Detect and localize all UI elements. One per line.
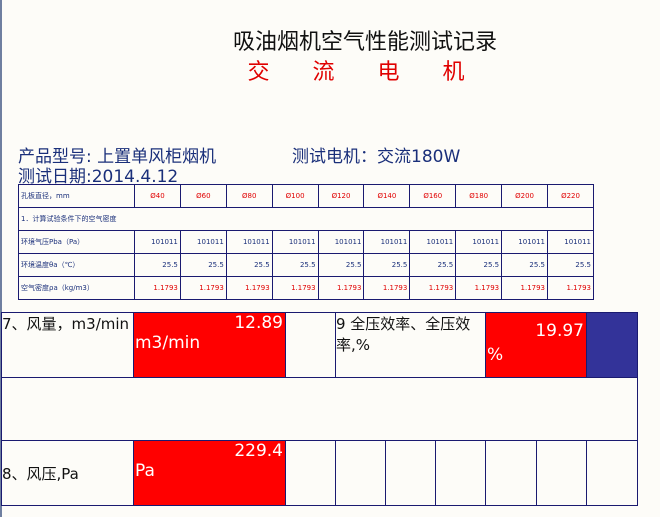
value-cell: 101011 xyxy=(271,230,319,254)
value-cell: 25.5 xyxy=(547,253,594,277)
efficiency-cell[interactable]: 19.97% xyxy=(485,312,587,378)
diameter-cell: Ø40 xyxy=(134,184,181,208)
value-cell: 1.1793 xyxy=(547,276,594,300)
spacer-row xyxy=(1,377,638,441)
airflow-cell[interactable]: 12.89 m3/min xyxy=(133,312,286,378)
left-border xyxy=(0,0,2,517)
page-title: 吸油烟机空气性能测试记录 xyxy=(232,30,497,55)
value-cell: 1.1793 xyxy=(317,276,365,300)
empty-cell xyxy=(285,440,336,506)
airflow-label: 7、风量，m3/min xyxy=(1,312,134,378)
results-table: 7、风量，m3/min 12.89 m3/min 9 全压效率、全压效率,% 19… xyxy=(1,312,638,506)
value-cell: 25.5 xyxy=(179,253,227,277)
row-label: 环境温度θa（℃） xyxy=(18,253,135,277)
pressure-label: 8、风压,Pa xyxy=(1,440,134,506)
diameter-cell: Ø180 xyxy=(455,184,503,208)
empty-cell xyxy=(385,440,436,506)
air-density-table: 孔板直径，mm Ø40 Ø60 Ø80 Ø100 Ø120 Ø140 Ø160 Ø180 Ø200… xyxy=(18,184,594,300)
value-cell: 1.1793 xyxy=(455,276,503,300)
value-cell: 1.1793 xyxy=(363,276,411,300)
diameter-cell: Ø100 xyxy=(271,184,319,208)
pressure-cell[interactable]: 229.4 Pa xyxy=(133,440,286,506)
section-label: 1．计算试验条件下的空气密度 xyxy=(18,207,594,231)
test-date: 测试日期:2014.4.12 xyxy=(18,167,179,187)
value-cell: 1.1793 xyxy=(179,276,227,300)
diameter-cell: Ø200 xyxy=(501,184,549,208)
efficiency-value: 19.97 xyxy=(535,321,584,341)
value-cell: 101011 xyxy=(317,230,365,254)
empty-cell xyxy=(536,440,587,506)
value-cell: 1.1793 xyxy=(501,276,549,300)
value-cell: 25.5 xyxy=(363,253,411,277)
diameter-cell: Ø220 xyxy=(547,184,594,208)
value-cell: 25.5 xyxy=(317,253,365,277)
value-cell: 1.1793 xyxy=(134,276,181,300)
empty-cell xyxy=(586,440,638,506)
value-cell: 101011 xyxy=(134,230,181,254)
diameter-header: 孔板直径，mm xyxy=(18,184,135,208)
accent-cell xyxy=(586,312,638,378)
efficiency-unit: % xyxy=(487,345,504,365)
test-motor: 测试电机：交流180W xyxy=(292,147,461,167)
empty-cell xyxy=(435,440,486,506)
table-row: 环境温度θa（℃） 25.5 25.5 25.5 25.5 25.5 25.5 25.5 25.… xyxy=(18,253,594,277)
diameter-cell: Ø140 xyxy=(363,184,411,208)
value-cell: 1.1793 xyxy=(225,276,273,300)
value-cell: 101011 xyxy=(363,230,411,254)
value-cell: 25.5 xyxy=(225,253,273,277)
pressure-unit: Pa xyxy=(135,461,155,481)
value-cell: 25.5 xyxy=(501,253,549,277)
table-row: 空气密度ρa（kg/m3） 1.1793 1.1793 1.1793 1.1793 1.1… xyxy=(18,276,594,300)
efficiency-label: 9 全压效率、全压效率,% xyxy=(335,312,486,378)
airflow-value: 12.89 xyxy=(234,313,283,333)
pressure-value: 229.4 xyxy=(234,441,283,461)
value-cell: 1.1793 xyxy=(271,276,319,300)
value-cell: 101011 xyxy=(455,230,503,254)
value-cell: 101011 xyxy=(179,230,227,254)
value-cell: 101011 xyxy=(501,230,549,254)
diameter-cell: Ø60 xyxy=(179,184,227,208)
value-cell: 25.5 xyxy=(134,253,181,277)
value-cell: 101011 xyxy=(225,230,273,254)
page-subtitle: 交 流 电 机 xyxy=(247,60,483,85)
value-cell: 1.1793 xyxy=(409,276,457,300)
diameter-cell: Ø80 xyxy=(225,184,273,208)
empty-cell xyxy=(285,312,336,378)
value-cell: 101011 xyxy=(409,230,457,254)
value-cell: 25.5 xyxy=(455,253,503,277)
empty-cell xyxy=(485,440,537,506)
value-cell: 25.5 xyxy=(271,253,319,277)
table-row: 环境气压Pba（Pa） 101011 101011 101011 101011 10101… xyxy=(18,230,594,254)
diameter-cell: Ø160 xyxy=(409,184,457,208)
row-label: 空气密度ρa（kg/m3） xyxy=(18,276,135,300)
product-model: 产品型号: 上置单风柜烟机 xyxy=(18,147,217,167)
empty-cell xyxy=(335,440,386,506)
row-label: 环境气压Pba（Pa） xyxy=(18,230,135,254)
value-cell: 25.5 xyxy=(409,253,457,277)
value-cell: 101011 xyxy=(547,230,594,254)
diameter-cell: Ø120 xyxy=(317,184,365,208)
airflow-unit: m3/min xyxy=(135,333,201,353)
